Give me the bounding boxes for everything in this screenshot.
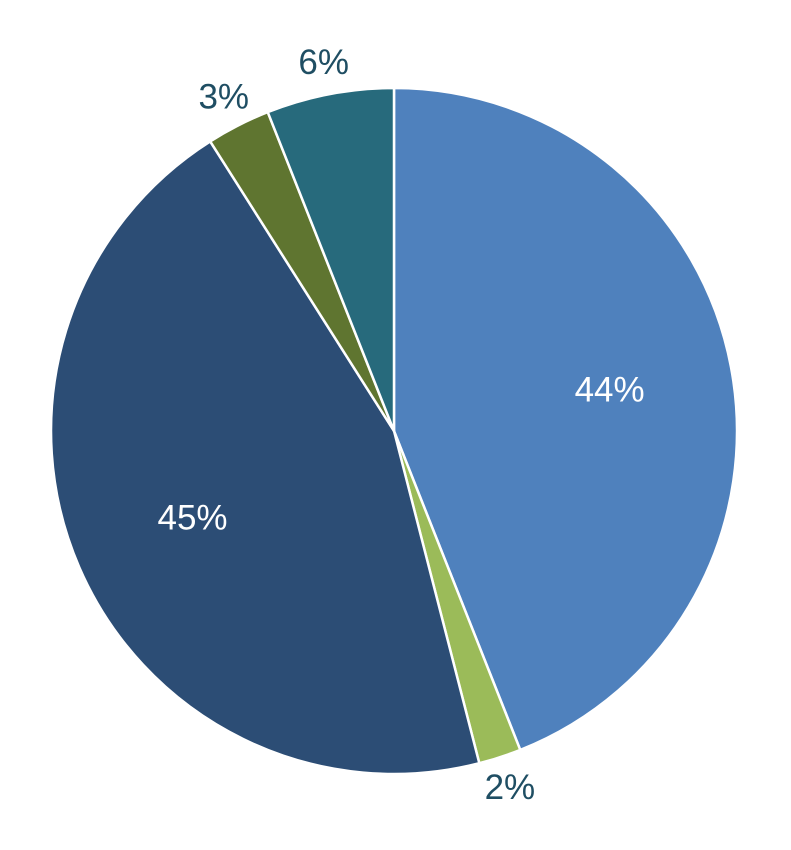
data-label-4: 6%: [298, 43, 349, 82]
pie-data-labels: 44% 2% 45% 3% 6%: [157, 43, 644, 807]
pie-slices: [49, 86, 739, 776]
data-label-0: 44%: [575, 370, 645, 409]
data-label-1: 2%: [485, 768, 536, 807]
pie-slice-4: [266, 86, 396, 433]
pie-slice-2: [49, 140, 481, 776]
data-label-2: 45%: [157, 499, 227, 538]
pie-slice-0: [392, 86, 739, 752]
data-label-3: 3%: [198, 77, 249, 116]
